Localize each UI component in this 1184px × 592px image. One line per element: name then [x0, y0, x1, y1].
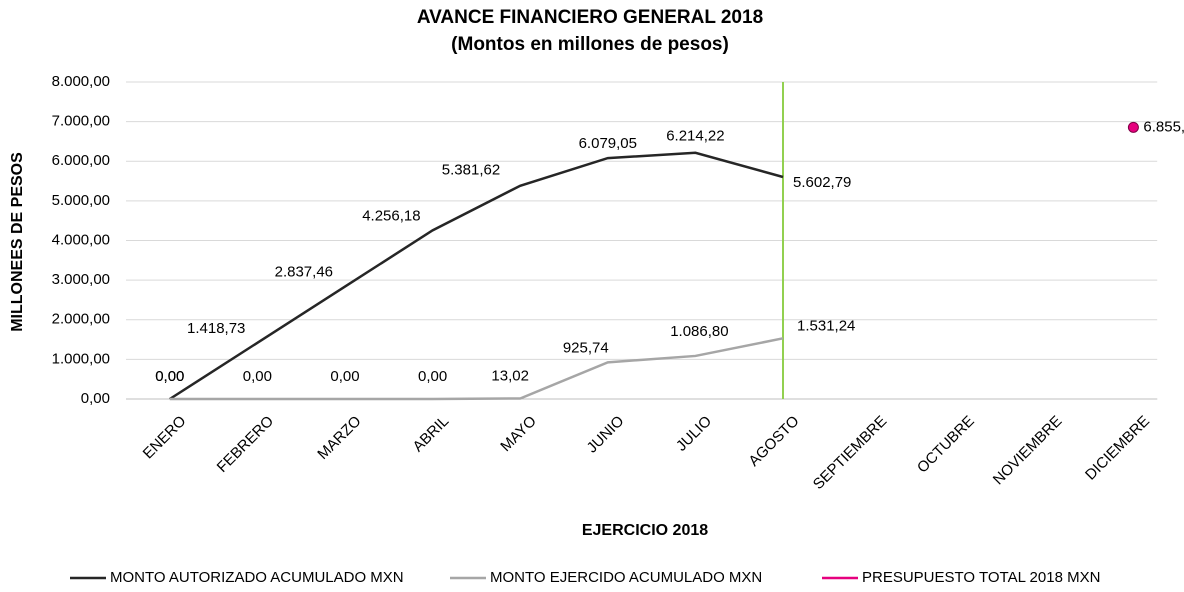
y-axis-title: MILLONEES DE PESOS — [9, 152, 26, 332]
data-label: 0,00 — [330, 368, 359, 385]
data-label: 6.855,93 — [1143, 118, 1184, 135]
data-label: 1.531,24 — [797, 317, 855, 334]
y-tick-label: 7.000,00 — [52, 113, 110, 130]
y-tick-label: 8.000,00 — [52, 73, 110, 90]
legend-label: PRESUPUESTO TOTAL 2018 MXN — [862, 569, 1100, 586]
series-line — [169, 337, 784, 401]
point — [1127, 121, 1139, 133]
x-axis-title: EJERCICIO 2018 — [582, 522, 708, 539]
y-tick-label: 2.000,00 — [52, 311, 110, 328]
y-tick-label: 5.000,00 — [52, 192, 110, 209]
x-tick-label: MARZO — [314, 413, 364, 463]
data-label: 4.256,18 — [362, 207, 420, 224]
x-tick-label: FEBRERO — [214, 413, 277, 476]
series-line — [169, 151, 784, 401]
data-label: 5.602,79 — [793, 174, 851, 191]
x-tick-label: NOVIEMBRE — [990, 413, 1066, 489]
legend-label: MONTO AUTORIZADO ACUMULADO MXN — [110, 569, 404, 586]
data-label: 1.418,73 — [187, 320, 245, 337]
data-label: 13,02 — [491, 367, 529, 384]
y-tick-label: 3.000,00 — [52, 271, 110, 288]
y-tick-label: 0,00 — [81, 390, 110, 407]
chart-title: AVANCE FINANCIERO GENERAL 2018 — [417, 7, 763, 28]
data-label: 2.837,46 — [275, 264, 333, 281]
x-tick-label: OCTUBRE — [914, 413, 978, 477]
data-label: 6.214,22 — [666, 128, 724, 145]
y-tick-label: 4.000,00 — [52, 231, 110, 248]
x-tick-label: SEPTIEMBRE — [810, 413, 890, 493]
data-label: 0,00 — [155, 368, 184, 385]
x-tick-label: MAYO — [497, 413, 539, 455]
y-tick-label: 1.000,00 — [52, 350, 110, 367]
data-label: 5.381,62 — [442, 162, 500, 179]
data-label: 925,74 — [563, 339, 609, 356]
data-label: 6.079,05 — [579, 135, 637, 152]
x-tick-label: AGOSTO — [745, 413, 802, 470]
x-tick-label: ENERO — [140, 413, 190, 463]
chart-subtitle: (Montos en millones de pesos) — [451, 34, 729, 55]
data-label: 1.086,80 — [670, 323, 728, 340]
data-label: 0,00 — [155, 368, 184, 385]
x-tick-label: JULIO — [673, 413, 715, 455]
data-label: 0,00 — [243, 368, 272, 385]
x-tick-label: ABRIL — [410, 413, 453, 456]
data-label: 0,00 — [418, 368, 447, 385]
legend-label: MONTO EJERCIDO ACUMULADO MXN — [490, 569, 762, 586]
y-tick-label: 6.000,00 — [52, 152, 110, 169]
x-tick-label: JUNIO — [584, 413, 628, 457]
x-tick-label: DICIEMBRE — [1082, 413, 1153, 484]
